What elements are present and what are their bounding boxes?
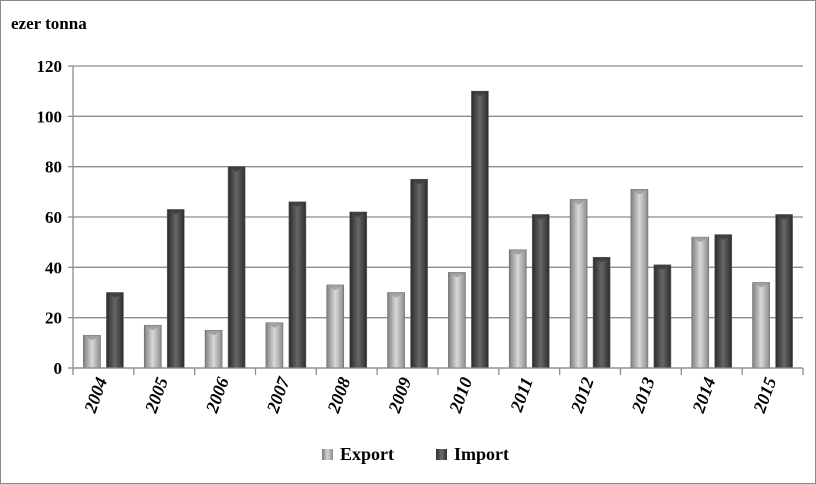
bar-cap-export-2014	[691, 237, 709, 243]
x-tick-label-2015: 2015	[749, 375, 780, 417]
legend-item-export: Export	[322, 444, 394, 465]
bar-export-2013	[630, 189, 649, 369]
y-tick-label: 60	[45, 208, 62, 227]
bar-cap-export-2012	[570, 199, 588, 205]
bar-export-2015	[752, 282, 770, 369]
bar-export-2005	[143, 324, 162, 369]
bar-cap-import-2008	[349, 211, 367, 217]
bar-cap-export-2009	[387, 292, 405, 298]
legend-swatch-export	[322, 449, 333, 460]
bar-import-2010	[471, 90, 489, 369]
bar-cap-export-2007	[265, 322, 283, 328]
bar-import-2013	[653, 264, 672, 369]
x-tick-label-2008: 2008	[323, 375, 354, 417]
bar-cap-import-2004	[106, 292, 124, 298]
legend: Export Import	[322, 444, 551, 465]
bar-cap-import-2014	[714, 234, 732, 240]
bar-cap-import-2009	[410, 179, 428, 185]
bar-cap-export-2013	[630, 189, 648, 195]
bar-cap-import-2011	[532, 214, 550, 220]
x-tick-label-2010: 2010	[445, 375, 476, 417]
bar-export-2012	[569, 199, 588, 369]
bar-import-2011	[531, 214, 550, 369]
legend-item-import: Import	[436, 444, 509, 465]
bar-export-2009	[387, 292, 405, 369]
x-tick-label-2005: 2005	[141, 375, 172, 417]
bar-export-2006	[204, 329, 223, 369]
x-tick-label-2013: 2013	[627, 375, 658, 417]
y-tick-label: 20	[45, 309, 62, 328]
bar-import-2008	[349, 211, 368, 369]
legend-swatch-import	[436, 449, 447, 460]
bar-cap-import-2005	[167, 209, 185, 215]
bar-cap-export-2008	[326, 284, 344, 290]
bar-export-2010	[448, 272, 466, 369]
y-tick-label: 100	[37, 107, 63, 126]
legend-label-import: Import	[454, 444, 509, 464]
bar-export-2007	[265, 322, 284, 369]
bar-import-2009	[410, 178, 428, 369]
bar-export-2014	[691, 236, 710, 369]
bar-cap-import-2010	[471, 91, 489, 97]
bar-import-2015	[775, 214, 793, 369]
bar-cap-import-2007	[288, 201, 306, 207]
x-tick-label-2011: 2011	[506, 375, 537, 416]
bar-cap-import-2012	[593, 257, 611, 263]
y-tick-label: 40	[45, 258, 62, 277]
bar-import-2014	[714, 234, 733, 369]
bar-cap-export-2011	[509, 249, 527, 255]
bar-import-2005	[166, 209, 185, 369]
bar-import-2012	[592, 256, 611, 369]
y-tick-label: 80	[45, 158, 62, 177]
bar-import-2004	[106, 292, 124, 369]
bar-cap-export-2004	[83, 335, 101, 341]
bar-cap-export-2005	[144, 325, 162, 331]
bar-cap-export-2010	[448, 272, 466, 278]
x-tick-label-2006: 2006	[201, 375, 232, 417]
bar-export-2008	[326, 284, 345, 369]
bar-cap-import-2013	[653, 264, 671, 270]
bar-cap-export-2006	[205, 330, 223, 336]
legend-label-export: Export	[340, 444, 394, 464]
x-tick-label-2012: 2012	[566, 375, 597, 417]
x-tick-label-2014: 2014	[688, 375, 719, 417]
bar-cap-import-2006	[228, 166, 246, 172]
bar-export-2011	[508, 249, 527, 369]
bar-import-2007	[288, 201, 307, 369]
x-tick-label-2007: 2007	[262, 374, 294, 417]
y-axis-unit-label: ezer tonna	[11, 14, 87, 33]
y-tick-label: 120	[37, 57, 63, 76]
bar-cap-export-2015	[752, 282, 770, 288]
x-tick-label-2009: 2009	[384, 375, 415, 417]
bar-cap-import-2015	[775, 214, 793, 220]
y-tick-label: 0	[54, 359, 63, 378]
x-tick-label-2004: 2004	[80, 375, 111, 417]
bar-import-2006	[227, 166, 246, 369]
